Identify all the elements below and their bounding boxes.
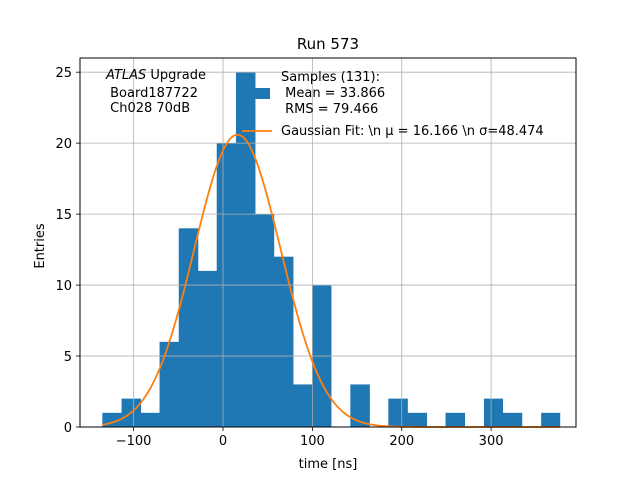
annotation-line-2: Board187722 bbox=[106, 86, 198, 101]
histogram-bar-4 bbox=[178, 228, 199, 427]
y-tick-label: 10 bbox=[55, 279, 72, 294]
histogram-bar-10 bbox=[293, 384, 313, 427]
histogram-bar-21 bbox=[502, 412, 523, 427]
x-tick-label: −100 bbox=[116, 434, 152, 449]
histogram-bar-13 bbox=[350, 384, 370, 427]
chart-title: Run 573 bbox=[297, 35, 359, 53]
legend-histogram-swatch bbox=[252, 88, 270, 99]
legend-samples-line-2: Mean = 33.866 bbox=[281, 86, 385, 101]
annotation-line-1: ATLAS Upgrade bbox=[105, 68, 206, 83]
histogram-bar-5 bbox=[197, 270, 218, 427]
x-tick-label: 100 bbox=[300, 434, 325, 449]
x-axis-label: time [ns] bbox=[299, 457, 358, 472]
histogram-bar-9 bbox=[273, 256, 294, 427]
annotation-upgrade: Upgrade bbox=[146, 68, 206, 83]
histogram-bar-15 bbox=[388, 398, 408, 427]
y-tick-label: 15 bbox=[55, 208, 72, 223]
histogram-bar-20 bbox=[483, 398, 504, 427]
annotation-atlas: ATLAS bbox=[105, 68, 146, 83]
histogram-bar-2 bbox=[140, 412, 160, 427]
legend-samples-line-3: RMS = 79.466 bbox=[281, 102, 378, 117]
atlas-annotation: ATLAS Upgrade Board187722 Ch028 70dB bbox=[105, 68, 206, 116]
y-tick-label: 25 bbox=[55, 66, 72, 81]
histogram-bar-3 bbox=[159, 341, 180, 427]
legend: Samples (131): Mean = 33.866 RMS = 79.46… bbox=[242, 70, 544, 139]
y-tick-label: 0 bbox=[64, 421, 72, 436]
y-tick-label: 5 bbox=[64, 350, 72, 365]
plot-frame bbox=[79, 57, 577, 428]
histogram-bar-7 bbox=[235, 72, 256, 427]
axis-ticks: −100 0 100 200 300 0 5 10 15 20 25 bbox=[55, 66, 503, 449]
histogram-bar-23 bbox=[541, 412, 561, 427]
histogram-bar-18 bbox=[445, 412, 466, 427]
x-tick-label: 300 bbox=[479, 434, 504, 449]
x-tick-label: 200 bbox=[389, 434, 414, 449]
y-axis-label: Entries bbox=[33, 223, 48, 269]
histogram-bar-8 bbox=[255, 214, 275, 427]
legend-fit-label: Gaussian Fit: \n μ = 16.166 \n σ=48.474 bbox=[281, 124, 544, 139]
y-tick-label: 20 bbox=[55, 137, 72, 152]
x-tick-label: 0 bbox=[219, 434, 227, 449]
annotation-line-3: Ch028 70dB bbox=[106, 101, 190, 116]
histogram-bar-16 bbox=[407, 412, 428, 427]
legend-samples-line-1: Samples (131): bbox=[281, 70, 380, 85]
grid bbox=[80, 58, 576, 428]
